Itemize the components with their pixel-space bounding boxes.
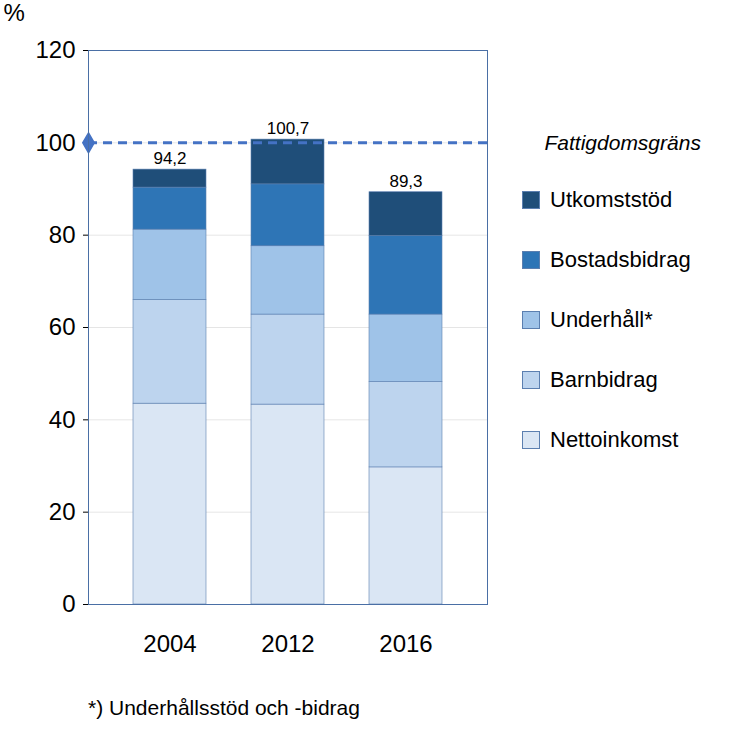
svg-text:100,7: 100,7 [267,119,310,138]
html-text:*) Underhållsstöd och -bidrag: *) Underhållsstöd och -bidrag [88,696,360,719]
svg-text:20: 20 [49,498,76,525]
html-text:Underhåll*: Underhåll* [550,307,653,332]
svg-text:89,3: 89,3 [389,172,422,191]
svg-text:40: 40 [49,406,76,433]
svg-text:%: % [4,0,25,26]
html-text:Barnbidrag: Barnbidrag [550,367,658,392]
svg-text:94,2: 94,2 [153,149,186,168]
html-text:Nettoinkomst: Nettoinkomst [550,427,679,452]
svg-text:0: 0 [62,590,75,617]
svg-text:80: 80 [49,221,76,248]
svg-text:Fattigdomsgräns: Fattigdomsgräns [545,131,702,154]
svg-text:2012: 2012 [261,630,314,657]
svg-text:100: 100 [35,129,75,156]
svg-text:2016: 2016 [379,630,432,657]
svg-text:120: 120 [35,36,75,63]
html-text:Bostadsbidrag: Bostadsbidrag [550,247,691,272]
html-text:Utkomststöd: Utkomststöd [550,187,673,212]
svg-text:2004: 2004 [143,630,196,657]
svg-text:60: 60 [49,313,76,340]
